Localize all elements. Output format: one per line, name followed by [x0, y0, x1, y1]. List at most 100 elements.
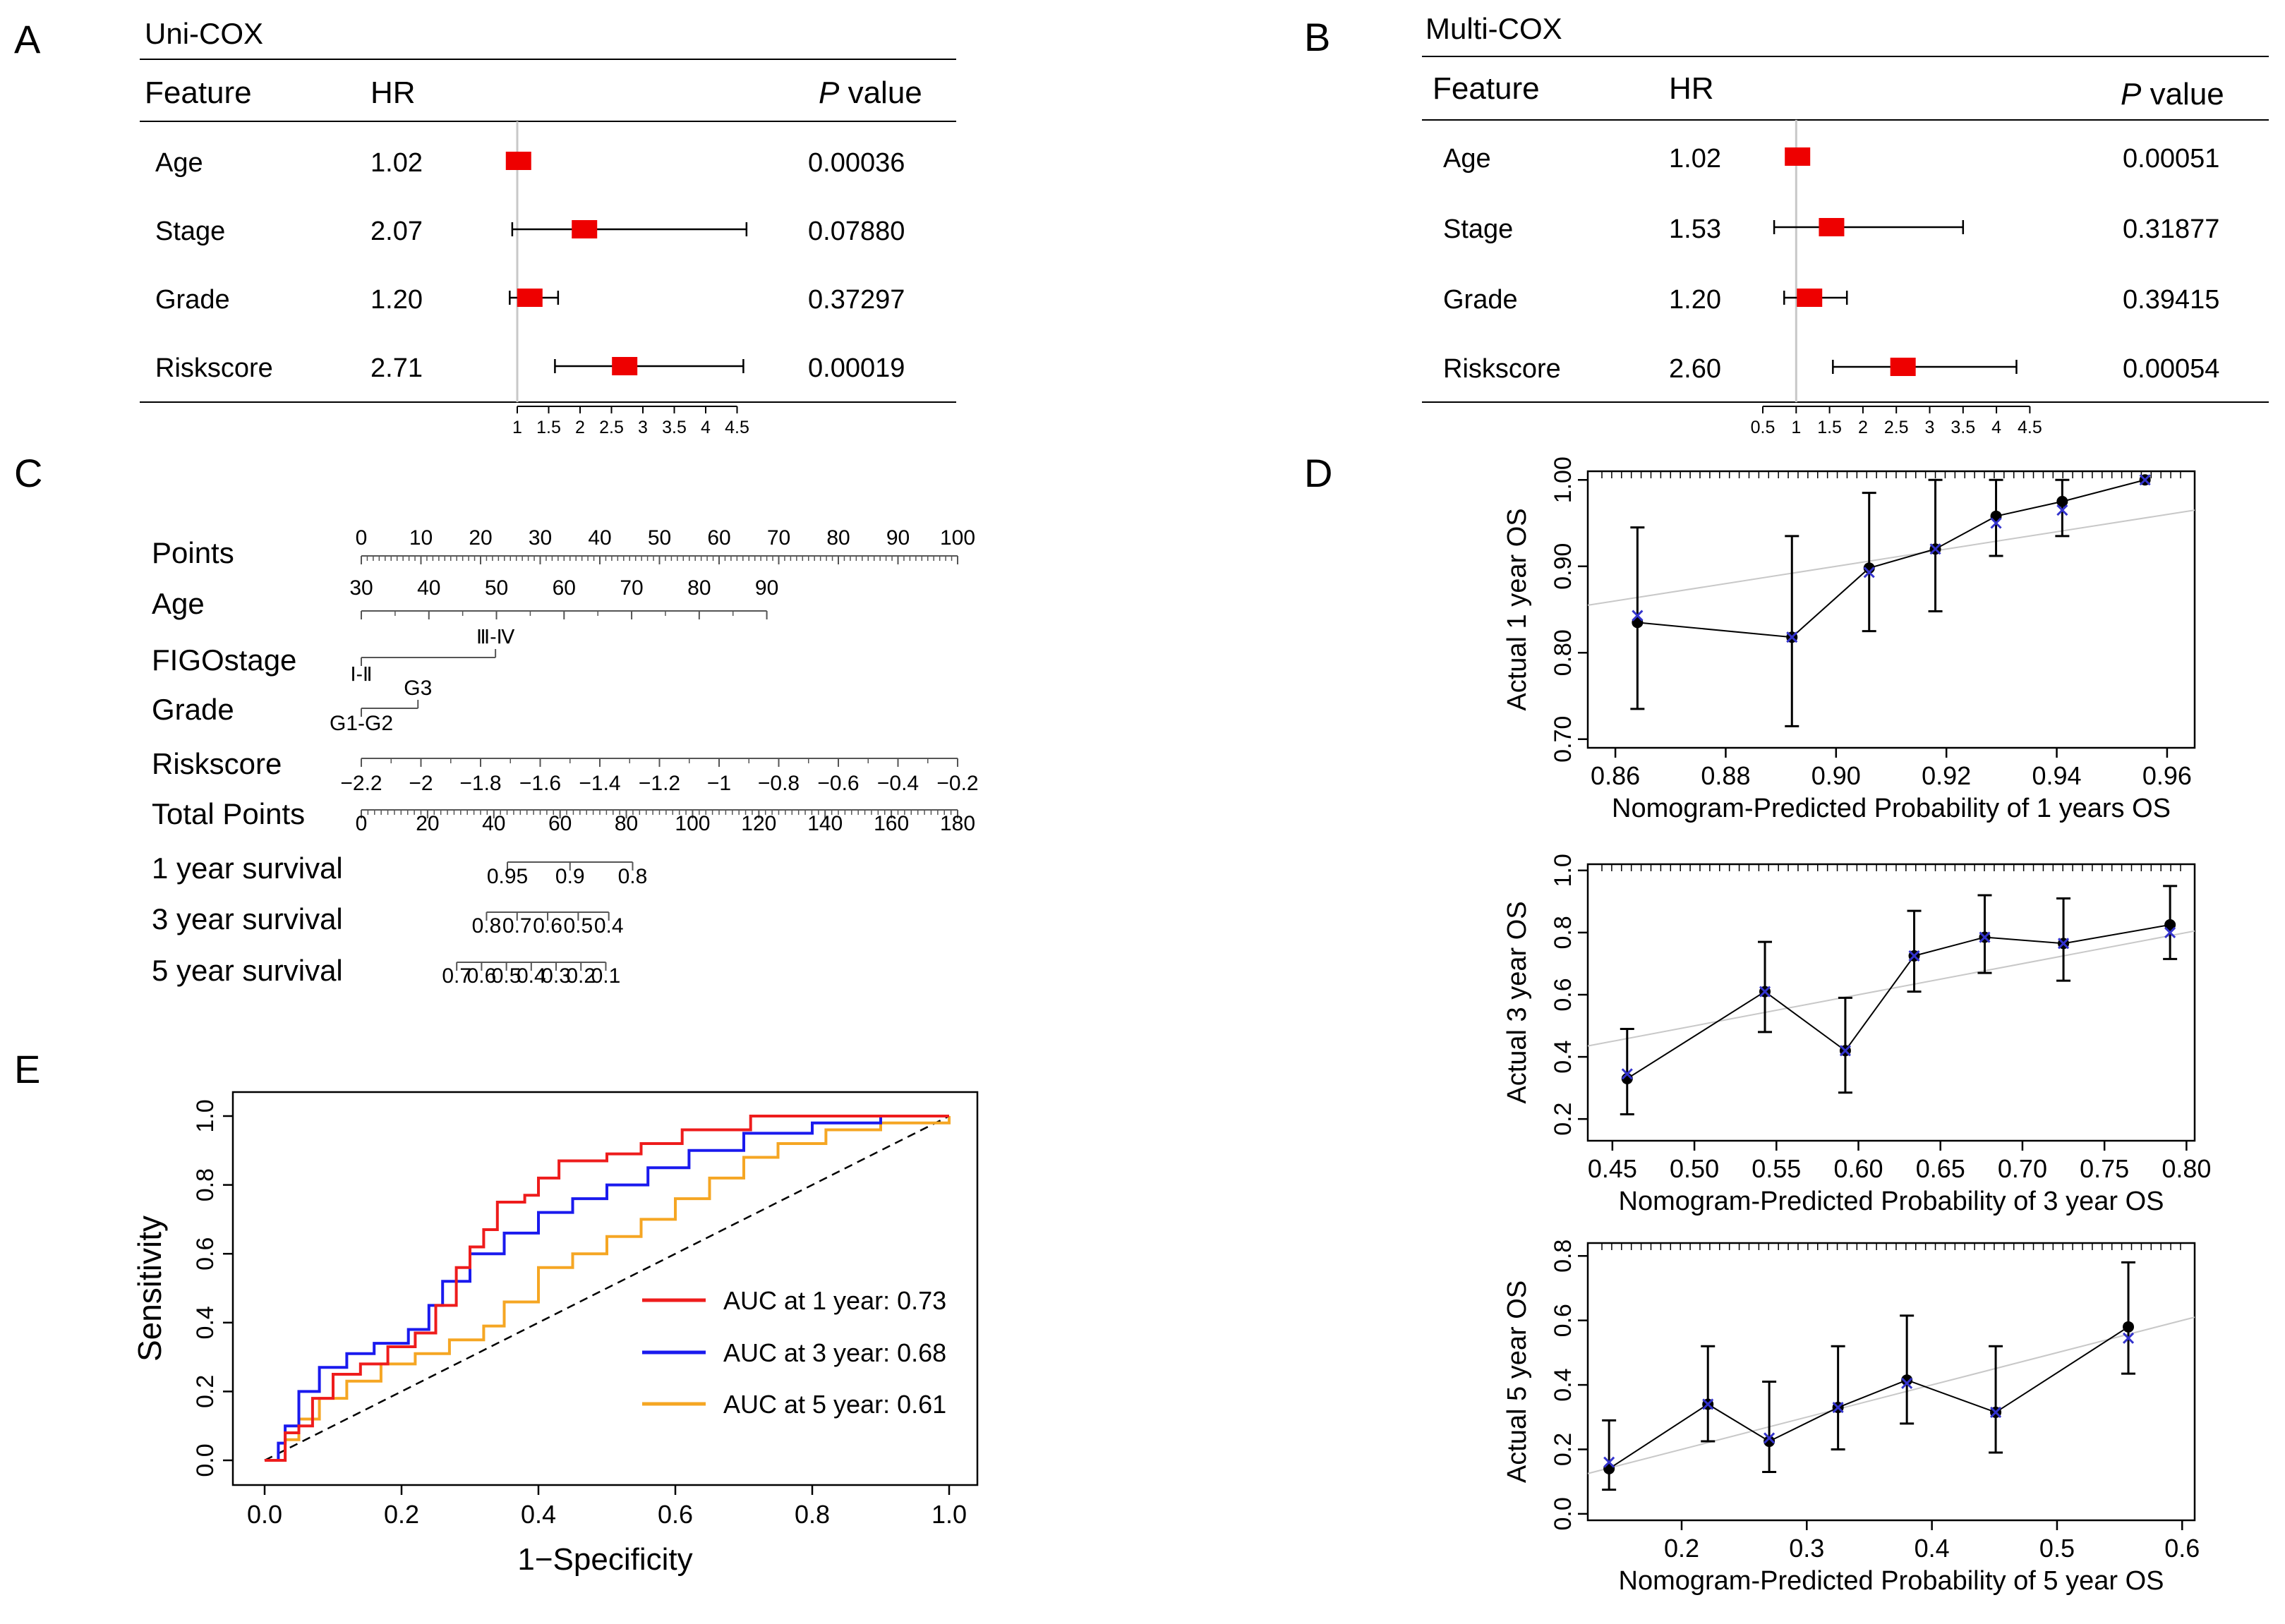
calibration-line — [1627, 923, 2171, 1079]
scale-tick-label: 0.5 — [564, 914, 593, 938]
p-value: 0.37297 — [808, 285, 905, 315]
y-tick-label: 1.0 — [1550, 854, 1576, 887]
panel-label-a: A — [14, 17, 41, 61]
bias-corrected-mark — [1990, 1406, 2002, 1418]
forest-rows-a: Age 1.02 0.00036 Stage 2.07 0.07880 Grade 1.20 0… — [155, 121, 905, 402]
hr-marker — [1785, 147, 1811, 166]
scale-tick-label: 0.4 — [517, 964, 546, 988]
panel-a-forest-plot: A Uni-COX Feature HR P value Age 1.02 0.00… — [14, 17, 956, 437]
x-tick-label: 1 — [1791, 418, 1801, 437]
p-value: 0.31877 — [2123, 214, 2219, 244]
panel-label-c: C — [14, 451, 42, 495]
x-tick-label: 0.0 — [247, 1500, 282, 1529]
x-tick-label: 1.5 — [1817, 418, 1842, 437]
bias-corrected-mark — [2164, 926, 2176, 938]
nomogram-row-label: 1 year survival — [152, 852, 343, 885]
y-tick-label: 0.0 — [192, 1443, 219, 1477]
x-tick-label: 3.5 — [1951, 418, 1975, 437]
scale-tick-label: 0.8 — [618, 865, 648, 888]
scale-tick-label: 50 — [648, 526, 671, 550]
scale-tick-label: −0.4 — [877, 772, 919, 795]
x-tick-label: 0.94 — [2032, 761, 2082, 790]
x-axis-title: 1−Specificity — [517, 1542, 692, 1577]
plot-frame — [1586, 1242, 2196, 1522]
y-tick-label: 0.2 — [1550, 1433, 1576, 1466]
forest-axis-b: 0.5 1 1.5 2 2.5 3 3.5 4 4.5 — [1751, 406, 2042, 437]
x-tick-label: 4 — [1991, 418, 2001, 437]
scale-tick-label: −1.6 — [519, 772, 561, 795]
scale-tick-label: 160 — [874, 812, 909, 835]
forest-title-a: Uni-COX — [145, 17, 263, 50]
panel-label-d: D — [1304, 451, 1332, 495]
calibration-plot: 0.86 0.88 0.90 0.92 0.94 0.96 0.70 0.80 0.90 1.00… — [1502, 456, 2196, 823]
bias-corrected-mark — [1759, 986, 1771, 998]
x-tick-label: 1.5 — [536, 418, 561, 437]
hr-value: 1.02 — [370, 148, 423, 178]
legend-label: AUC at 3 year: 0.68 — [723, 1338, 946, 1367]
x-tick-label: 0.92 — [1922, 761, 1971, 790]
x-axis-title: Nomogram-Predicted Probability of 3 year… — [1619, 1187, 2164, 1216]
calibration-plots: 0.86 0.88 0.90 0.92 0.94 0.960.700.800.901.00… — [1502, 456, 2211, 1596]
bias-corrected-mark — [1839, 1045, 1851, 1057]
nomogram-row-label: 5 year survival — [152, 954, 343, 987]
y-tick-label: 0.6 — [192, 1237, 219, 1271]
y-axis-title: Actual 3 year OS — [1502, 901, 1532, 1103]
x-tick-label: 0.55 — [1752, 1154, 1801, 1183]
p-value: 0.00019 — [808, 353, 905, 383]
scale-tick-label: 90 — [755, 576, 778, 600]
bias-corrected-mark — [1632, 610, 1644, 622]
header-feature-b: Feature — [1433, 71, 1540, 106]
forest-axis-a: 1 1.5 2 2.5 3 3.5 4 4.5 — [512, 406, 749, 437]
scale-tick-label: −1 — [707, 772, 731, 795]
scale-tick-label: 0.5 — [492, 964, 521, 988]
ideal-line — [1587, 1316, 2195, 1474]
scale-tick-label: 0.2 — [566, 964, 596, 988]
y-tick-label: 0.0 — [1550, 1497, 1576, 1530]
x-tick-label: 0.80 — [2162, 1154, 2211, 1183]
header-p-value-a: P value — [819, 75, 922, 110]
bias-corrected-mark — [1908, 950, 1920, 962]
x-tick-label: 0.75 — [2080, 1154, 2129, 1183]
y-tick-label: 0.6 — [1550, 978, 1576, 1011]
x-tick-label: 0.96 — [2142, 761, 2192, 790]
feature-label: Stage — [155, 217, 225, 246]
scale-tick-label: 120 — [741, 812, 776, 835]
observed-point — [2164, 919, 2176, 931]
scale-tick-label: 80 — [687, 576, 711, 600]
scale-tick-label: 0.8 — [472, 914, 502, 938]
x-tick-label: 2.5 — [599, 418, 624, 437]
observed-point — [1764, 1436, 1775, 1448]
scale-tick-label: Ⅰ-Ⅱ — [350, 663, 372, 685]
scale-tick-label: −0.6 — [817, 772, 859, 795]
y-tick-label: 0.2 — [192, 1375, 219, 1408]
bias-corrected-mark — [1603, 1456, 1615, 1468]
scale-tick-label: −1.8 — [459, 772, 501, 795]
bias-corrected-mark — [2056, 504, 2068, 516]
calibration-line — [1637, 479, 2145, 638]
bias-corrected-mark — [1621, 1068, 1633, 1080]
bias-corrected-mark — [1901, 1377, 1913, 1389]
forest-title-b: Multi-COX — [1425, 12, 1562, 45]
scale-tick-label: G1-G2 — [330, 712, 393, 735]
scale-tick-label: 0.7 — [502, 914, 532, 938]
legend-label: AUC at 1 year: 0.73 — [723, 1286, 946, 1315]
hr-value: 2.07 — [370, 217, 423, 246]
scale-tick-label: 10 — [409, 526, 433, 550]
ideal-line — [1587, 509, 2195, 606]
scale-tick-label: Ⅲ-Ⅳ — [476, 626, 515, 648]
scale-tick-label: 0.7 — [442, 964, 471, 988]
x-axis-title: Nomogram-Predicted Probability of 5 year… — [1619, 1566, 2164, 1596]
scale-tick-label: 0.4 — [594, 914, 624, 938]
scale-tick-label: 0.6 — [533, 914, 562, 938]
x-tick-label: 0.70 — [1998, 1154, 2047, 1183]
scale-tick-label: −1.2 — [639, 772, 680, 795]
hr-marker — [517, 289, 543, 307]
scale-tick-label: −1.4 — [579, 772, 620, 795]
header-p-value-b: P value — [2121, 77, 2224, 111]
panel-d-calibration: D 0.86 0.88 0.90 0.92 0.94 0.96 0.70 0.80 0.90 1.… — [1304, 451, 2211, 1596]
y-tick-label: 0.8 — [1550, 1240, 1576, 1273]
scale-tick-label: 100 — [940, 526, 975, 550]
panel-b-forest-plot: B Multi-COX Feature HR P value Age 1.02 0.… — [1304, 12, 2269, 437]
hr-marker — [1797, 289, 1823, 307]
bias-corrected-mark — [1702, 1398, 1714, 1410]
